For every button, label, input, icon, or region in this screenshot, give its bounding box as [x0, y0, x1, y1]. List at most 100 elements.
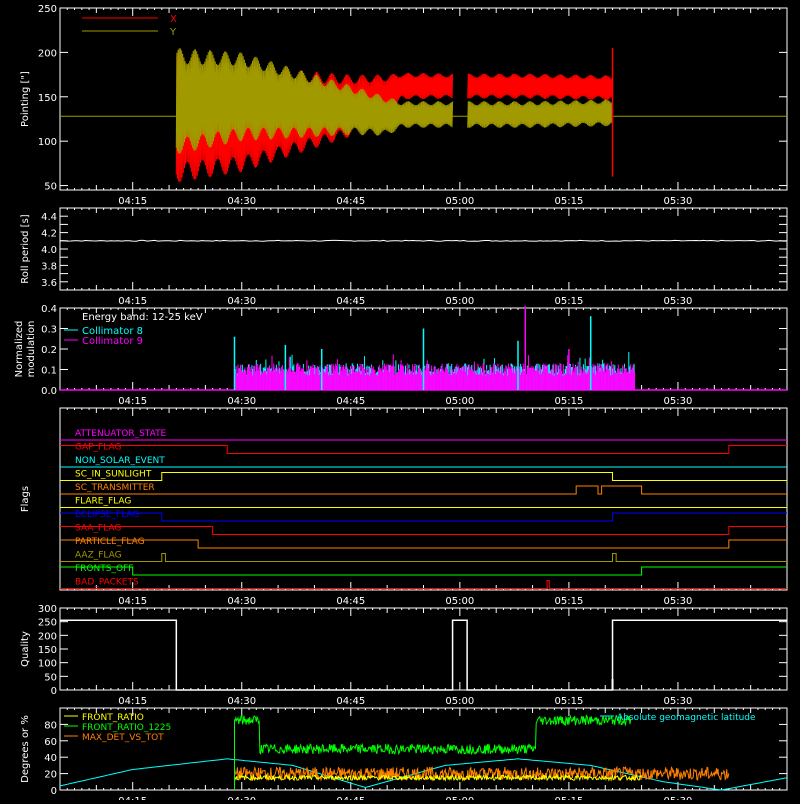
- legend-label-collimator: Collimator 9: [82, 336, 143, 347]
- x-tick-label: 04:15: [118, 196, 147, 207]
- flag-label-eclipse_flag: ECLIPSE_FLAG: [75, 510, 139, 520]
- flag-line-fronts_off: [60, 566, 787, 576]
- flag-label-aaz_flag: AAZ_FLAG: [75, 551, 122, 561]
- x-tick-label: 04:15: [118, 796, 147, 800]
- x-tick-label: 04:45: [336, 596, 365, 607]
- y-axis-label: Quality: [20, 631, 31, 667]
- x-tick-label: 04:15: [118, 396, 147, 407]
- y-tick-label: 4.4: [41, 212, 57, 223]
- y-tick-label: 40: [44, 753, 57, 764]
- flag-label-non_solar_event: NON_SOLAR_EVENT: [75, 456, 165, 466]
- x-tick-label: 05:00: [445, 296, 474, 307]
- y-tick-label: 250: [38, 618, 57, 629]
- y-axis-label: modulation: [26, 321, 37, 378]
- panel-flags: 04:15 04:30 04:45 05:00 05:15 05:30 Flags ATTEN…: [20, 407, 788, 607]
- x-tick-label: 05:30: [664, 596, 693, 607]
- x-tick-label: 05:30: [664, 796, 693, 800]
- panel-roll: 04:15 04:30 04:45 05:00 05:15 05:30 Roll perio…: [20, 207, 788, 307]
- legend-label-geomagnetic: Absolute geomagnetic latitude: [617, 713, 756, 723]
- y-tick-label: 0.4: [41, 304, 57, 315]
- x-tick-label: 05:00: [445, 796, 474, 800]
- y-tick-label: 80: [44, 720, 57, 731]
- y-axis-label: Normalized: [14, 321, 25, 378]
- y-tick-label: 4.0: [41, 245, 57, 256]
- y-tick-label: 3.8: [41, 261, 57, 272]
- x-tick-label: 05:30: [664, 296, 693, 307]
- x-tick-label: 05:00: [445, 596, 474, 607]
- flag-label-particle_flag: PARTICLE_FLAG: [75, 537, 145, 547]
- x-tick-label: 05:15: [554, 196, 583, 207]
- y-axis-label: Roll period [s]: [20, 214, 31, 283]
- x-tick-label: 04:30: [227, 796, 256, 800]
- y-tick-label: 0: [51, 686, 57, 697]
- y-tick-label: 150: [38, 93, 57, 104]
- series-max-det-vs-tot: [234, 765, 730, 790]
- flag-line-particle_flag: [60, 539, 787, 549]
- x-tick-label: 05:30: [664, 396, 693, 407]
- x-tick-label: 05:30: [664, 696, 693, 707]
- x-tick-label: 04:15: [118, 296, 147, 307]
- flag-label-gap_flag: GAP_FLAG: [75, 443, 121, 453]
- y-tick-label: 150: [38, 645, 57, 656]
- x-tick-label: 05:00: [445, 196, 474, 207]
- x-tick-label: 04:15: [118, 596, 147, 607]
- annotation-energy-band: Energy band: 12-25 keV: [82, 312, 203, 323]
- y-tick-label: 100: [38, 659, 57, 670]
- series-y: [175, 48, 613, 154]
- legend-label-x: X: [170, 14, 177, 25]
- flag-label-saa_flag: SAA_FLAG: [75, 524, 121, 534]
- x-tick-label: 05:00: [445, 396, 474, 407]
- flag-label-sc_transmitter: SC_TRANSMITTER: [75, 483, 155, 493]
- y-tick-label: 0: [51, 786, 57, 797]
- series-front-ratio: [234, 773, 643, 790]
- y-tick-label: 50: [44, 672, 57, 683]
- y-tick-label: 20: [44, 770, 57, 781]
- x-tick-label: 05:30: [664, 196, 693, 207]
- x-tick-label: 04:45: [336, 696, 365, 707]
- x-tick-label: 05:15: [554, 596, 583, 607]
- y-tick-label: 50: [44, 182, 57, 193]
- y-tick-label: 4.2: [41, 229, 57, 240]
- flag-line-saa_flag: [60, 526, 787, 535]
- x-tick-label: 05:00: [445, 696, 474, 707]
- panel-pointing: 04:15 04:30 04:45 05:00 05:15 05:30 Pointing […: [20, 4, 788, 207]
- x-tick-label: 04:30: [227, 396, 256, 407]
- panel-modulation: 04:15 04:30 04:45 05:00 05:15 05:30 Normalized…: [14, 304, 788, 407]
- y-tick-label: 200: [38, 631, 57, 642]
- flag-label-fronts_off: FRONTS_OFF: [75, 564, 133, 574]
- x-tick-label: 04:45: [336, 296, 365, 307]
- y-tick-label: 100: [38, 137, 57, 148]
- y-tick-label: 0.0: [41, 386, 57, 397]
- y-tick-label: 0.3: [41, 325, 57, 336]
- flag-label-attenuator_state: ATTENUATOR_STATE: [75, 429, 167, 439]
- x-tick-label: 04:45: [336, 196, 365, 207]
- flag-line-bad_packets: [60, 580, 787, 589]
- y-axis-label: Degrees or %: [20, 715, 31, 783]
- y-tick-label: 0.1: [41, 366, 57, 377]
- flag-label-sc_in_sunlight: SC_IN_SUNLIGHT: [75, 470, 152, 480]
- series-geomagnetic-latitude: [59, 758, 788, 791]
- flag-line-sc_transmitter: [60, 485, 787, 495]
- flag-label-bad_packets: BAD_PACKETS: [75, 578, 139, 588]
- legend-label-y: Y: [169, 27, 177, 38]
- legend-label-ratio: FRONT_RATIO_1225: [82, 723, 171, 733]
- x-tick-label: 04:30: [227, 696, 256, 707]
- legend-label-ratio: FRONT_RATIO: [82, 713, 144, 723]
- legend-label-collimator: Collimator 8: [82, 326, 143, 337]
- x-tick-label: 05:15: [554, 296, 583, 307]
- y-tick-label: 200: [38, 48, 57, 59]
- roll-period-line: [60, 239, 788, 242]
- y-tick-label: 60: [44, 737, 57, 748]
- quality-line: [60, 619, 787, 691]
- x-tick-label: 05:15: [554, 796, 583, 800]
- x-tick-label: 04:45: [336, 396, 365, 407]
- x-tick-label: 04:30: [227, 296, 256, 307]
- y-axis-label: Pointing ["]: [20, 71, 31, 127]
- x-tick-label: 05:15: [554, 696, 583, 707]
- panel-quality: 04:15 04:30 04:45 05:00 05:15 05:30 Quality 0 50…: [20, 604, 788, 707]
- x-tick-label: 04:15: [118, 696, 147, 707]
- series-front-ratio-1225: [234, 714, 632, 790]
- y-tick-label: 3.6: [41, 278, 57, 289]
- x-tick-label: 04:30: [227, 196, 256, 207]
- flag-line-gap_flag: [60, 445, 787, 454]
